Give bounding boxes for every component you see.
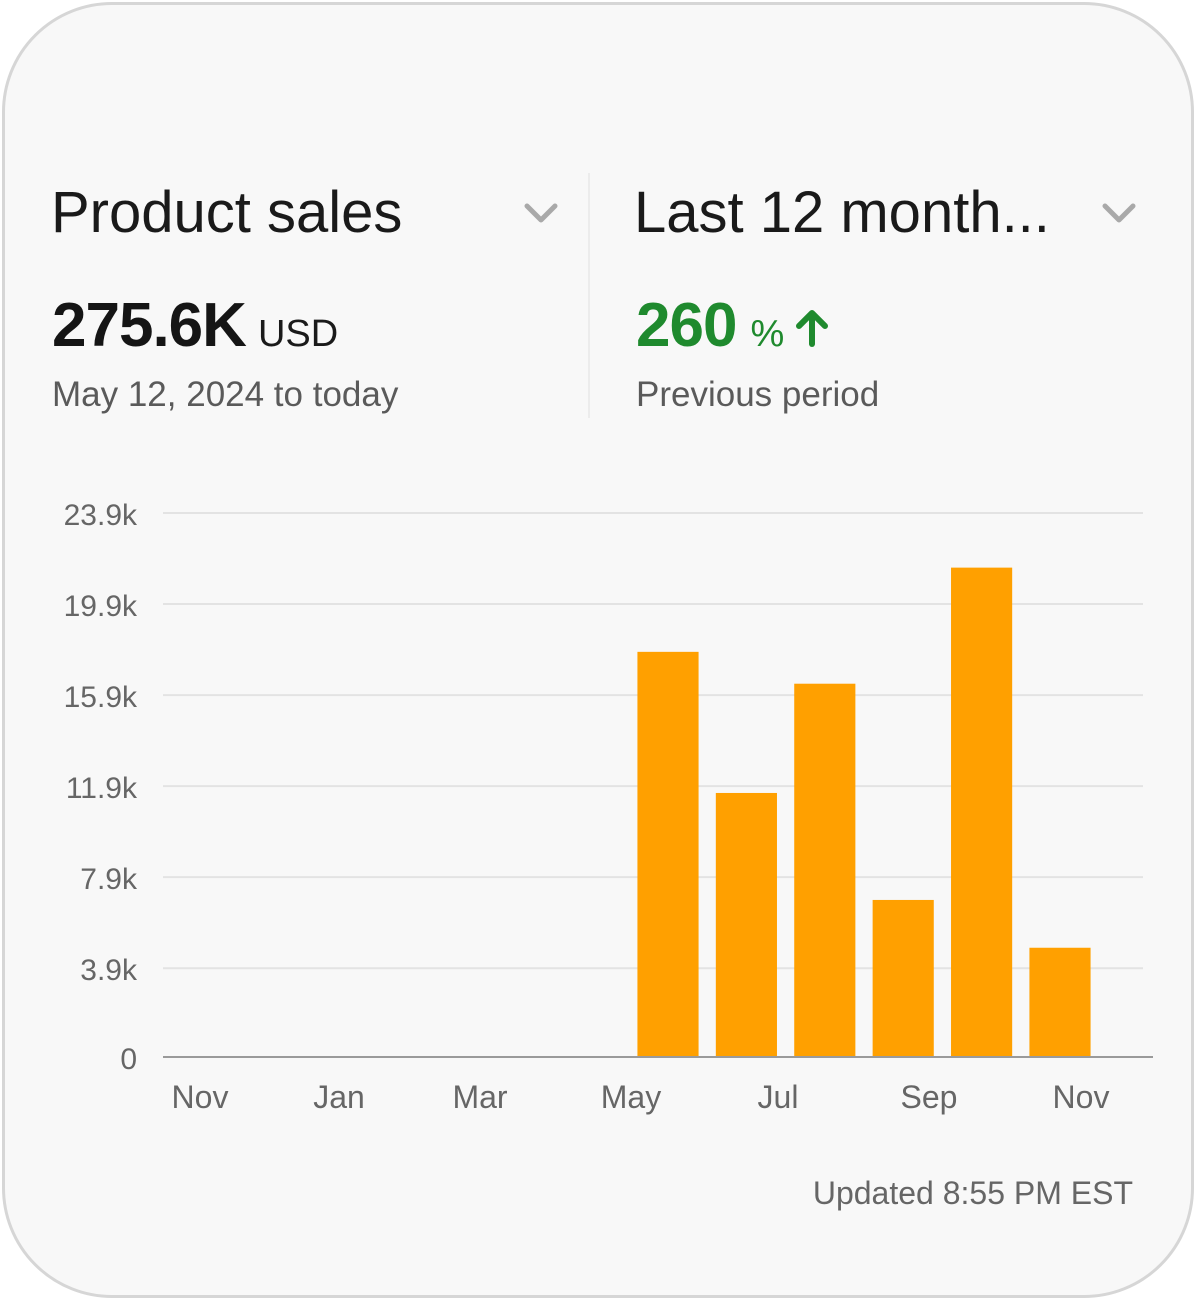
metric-selector-label: Product sales: [51, 179, 403, 245]
arrow-up-icon: [796, 309, 829, 347]
y-tick-label: 3.9k: [80, 954, 138, 987]
y-tick-label: 15.9k: [64, 681, 138, 714]
chevron-down-icon: [524, 203, 558, 223]
sales-total: 275.6K USD: [52, 290, 338, 361]
x-tick-label: Nov: [172, 1079, 229, 1115]
sales-total-unit: USD: [257, 313, 339, 355]
y-tick-label: 0: [120, 1043, 137, 1076]
change-value: 260: [636, 291, 737, 360]
x-tick-label: Jul: [758, 1079, 799, 1115]
sales-bar-chart: 0 3.9k 7.9k 11.9k 15.9k 19.9k 23.9k Nov Jan Mar Ma…: [64, 499, 1153, 1115]
date-range-text: May 12, 2024 to today: [52, 375, 399, 414]
bar: [951, 567, 1013, 1057]
y-tick-label: 11.9k: [66, 772, 138, 805]
change-percentage: 260 %: [636, 290, 830, 361]
x-tick-label: Mar: [452, 1079, 507, 1115]
bar: [872, 899, 934, 1057]
bar: [794, 683, 856, 1057]
panel-divider: [588, 173, 590, 418]
change-unit: %: [750, 313, 785, 355]
comparison-period-text: Previous period: [636, 375, 880, 414]
y-tick-label: 19.9k: [64, 590, 138, 623]
y-tick-label: 7.9k: [80, 863, 138, 896]
y-tick-label: 23.9k: [64, 499, 138, 532]
x-tick-label: Jan: [313, 1079, 365, 1115]
bar: [715, 792, 777, 1057]
sales-total-value: 275.6K: [52, 291, 247, 360]
updated-timestamp: Updated 8:55 PM EST: [812, 1175, 1133, 1211]
bar: [637, 651, 699, 1057]
chevron-down-icon: [1102, 203, 1136, 223]
x-tick-label: Nov: [1053, 1079, 1110, 1115]
period-selector[interactable]: Last 12 month...: [634, 177, 1139, 247]
metric-selector[interactable]: Product sales: [51, 177, 561, 247]
period-selector-label: Last 12 month...: [634, 179, 1050, 245]
x-tick-label: Sep: [901, 1079, 958, 1115]
x-tick-label: May: [601, 1079, 661, 1115]
bar: [1029, 947, 1091, 1057]
